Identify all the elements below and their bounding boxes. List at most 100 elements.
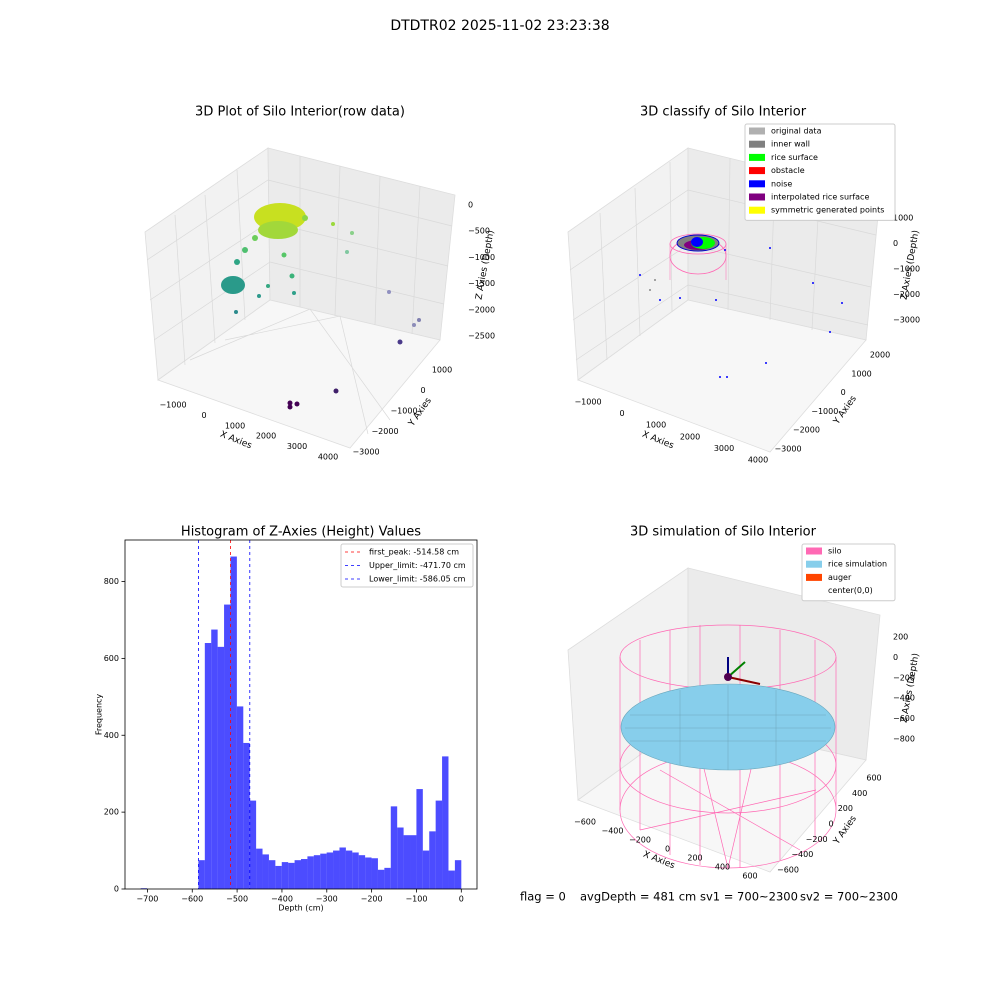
- bar: [320, 853, 327, 889]
- x-tick-label: 2000: [680, 432, 700, 441]
- x-tick-label: 0: [665, 845, 670, 854]
- bar: [371, 858, 378, 889]
- bar: [281, 862, 289, 889]
- legend-label: center(0,0): [828, 586, 873, 595]
- z-tick-label: −800: [893, 735, 915, 744]
- x-tick-label: 200: [687, 854, 702, 863]
- bar: [397, 827, 404, 889]
- x-tick-label: 0: [619, 409, 624, 418]
- y-tick-label: −3000: [774, 445, 801, 454]
- legend-swatch: [749, 167, 765, 175]
- bar: [294, 860, 301, 889]
- legend-box: [744, 123, 896, 221]
- x-tick-label: −400: [271, 895, 293, 904]
- bar: [352, 852, 359, 889]
- x-tick-label: −100: [405, 895, 427, 904]
- legend-swatch: [749, 193, 765, 201]
- y-axis-label: Y Axies: [831, 814, 859, 847]
- y-tick-label: 200: [838, 804, 853, 813]
- y-tick-label: 1000: [851, 369, 871, 378]
- bar: [326, 852, 334, 889]
- panel-title: Histogram of Z-Axies (Height) Values: [181, 525, 421, 540]
- y-tick-label: −1000: [390, 407, 417, 416]
- z-tick-label: −1000: [893, 265, 920, 274]
- legend-label: original data: [771, 127, 822, 136]
- legend-swatch: [749, 206, 765, 214]
- y-axis-label: Frequency: [95, 694, 104, 736]
- legend-swatch: [749, 140, 765, 148]
- z-tick-label: −200: [893, 673, 915, 682]
- bar: [230, 556, 237, 889]
- scatter-points: [639, 233, 843, 378]
- legend-label: Lower_limit: -586.05 cm: [369, 575, 466, 584]
- panes: [567, 147, 881, 453]
- z-tick-label: −2000: [468, 305, 495, 314]
- bar: [204, 643, 212, 889]
- z-axis-label: Z Axies (Depth): [899, 652, 921, 723]
- legend-label: Upper_limit: -471.70 cm: [369, 561, 466, 570]
- bar: [224, 604, 231, 889]
- bar: [442, 756, 449, 889]
- x-tick-label: −700: [136, 895, 158, 904]
- bar: [384, 867, 391, 889]
- legend-label: rice surface: [771, 153, 818, 162]
- bar: [236, 706, 244, 889]
- x-tick-label: 1000: [225, 421, 245, 430]
- z-tick-label: 200: [893, 633, 908, 642]
- bar: [454, 860, 462, 889]
- legend-label: rice simulation: [828, 560, 887, 569]
- z-tick-label: 0: [468, 201, 473, 210]
- x-tick-label: 600: [742, 872, 757, 881]
- bar: [435, 800, 443, 889]
- bar: [275, 865, 282, 889]
- x-tick-label: −600: [574, 818, 596, 827]
- footer-text: sv1 = 700~2300: [700, 890, 798, 904]
- z-tick-label: −2500: [468, 332, 495, 341]
- plot-frame: [124, 539, 478, 890]
- legend-label: inner wall: [771, 140, 810, 149]
- y-tick-label: 0: [114, 885, 119, 894]
- z-tick-label: −400: [893, 694, 915, 703]
- z-tick-label: −1500: [468, 279, 495, 288]
- bar: [448, 870, 455, 889]
- x-tick-label: 1000: [646, 421, 666, 430]
- z-tick-label: 1000: [893, 214, 913, 223]
- z-tick-label: −2000: [893, 290, 920, 299]
- y-tick-label: −600: [777, 866, 799, 875]
- bar: [217, 646, 225, 889]
- legend-label: noise: [771, 179, 792, 188]
- y-tick-label: −2000: [371, 427, 398, 436]
- y-tick-label: 0: [828, 820, 833, 829]
- y-tick-label: 0: [420, 386, 425, 395]
- legend-label: symmetric generated points: [771, 206, 884, 215]
- legend-swatch: [749, 127, 765, 135]
- y-tick-label: −2000: [793, 426, 820, 435]
- y-tick-label: 600: [104, 654, 119, 663]
- x-tick-label: −400: [602, 827, 624, 836]
- bar: [243, 742, 250, 889]
- legend-label: first_peak: -514.58 cm: [369, 548, 459, 557]
- x-axis-label: X Axies: [642, 850, 677, 872]
- legend-swatch: [749, 180, 765, 188]
- x-axis-label: X Axies: [219, 430, 254, 452]
- panes: [144, 147, 456, 449]
- y-tick-label: −200: [806, 835, 828, 844]
- z-tick-label: −1000: [468, 253, 495, 262]
- legend-swatch: [806, 587, 822, 595]
- y-tick-label: 400: [104, 731, 119, 740]
- y-tick-label: −400: [791, 850, 813, 859]
- x-tick-label: −1000: [159, 401, 186, 410]
- x-tick-label: 0: [201, 411, 206, 420]
- bar: [358, 855, 366, 889]
- bar: [429, 831, 436, 889]
- y-tick-label: 600: [866, 774, 881, 783]
- footer-text: avgDepth = 481 cm: [580, 890, 696, 904]
- x-axis-label: X Axies: [641, 430, 676, 452]
- y-tick-label: 1000: [432, 366, 452, 375]
- legend-box: [801, 543, 896, 602]
- y-tick-label: −3000: [352, 448, 379, 457]
- z-tick-label: −3000: [893, 316, 920, 325]
- bar: [249, 800, 257, 889]
- bar: [198, 860, 205, 889]
- z-tick-label: −500: [468, 227, 490, 236]
